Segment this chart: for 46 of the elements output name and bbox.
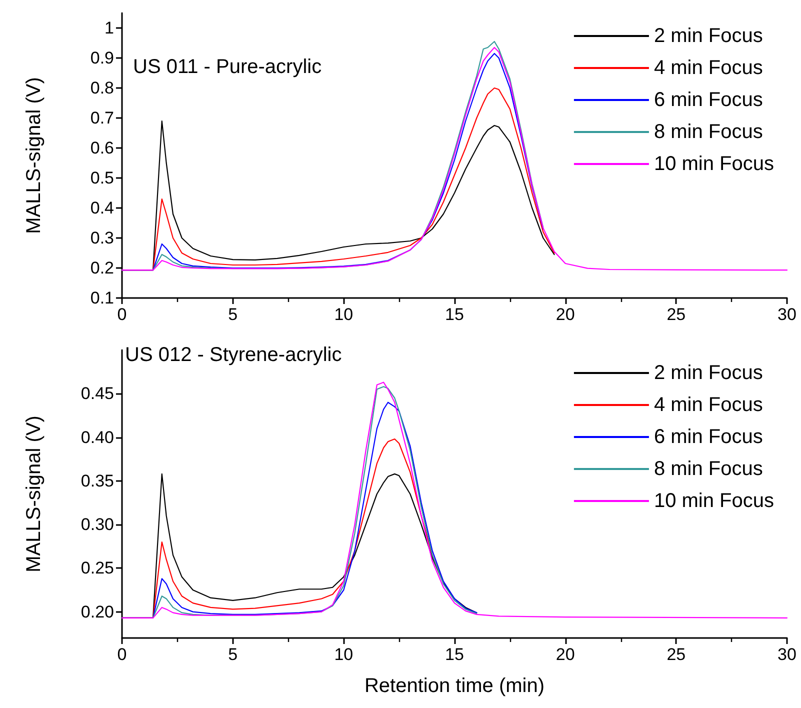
y-tick-label: 1 <box>104 18 114 38</box>
legend-label: 8 min Focus <box>654 458 763 480</box>
line-series <box>121 382 788 618</box>
legend-label: 4 min Focus <box>654 57 763 79</box>
y-tick-label: 0.9 <box>90 48 114 68</box>
y-tick-label: 0.1 <box>90 288 114 308</box>
x-tick-label: 15 <box>445 645 464 664</box>
y-tick-label: 0.5 <box>90 168 114 188</box>
y-tick-label: 0.30 <box>80 515 114 534</box>
chart-title: US 012 - Styrene-acrylic <box>125 344 342 366</box>
legend-label: 10 min Focus <box>654 153 774 175</box>
y-axis-title: MALLS-signal (V) <box>23 416 45 572</box>
y-tick-label: 0.8 <box>90 78 114 98</box>
x-tick-label: 5 <box>228 305 238 324</box>
x-tick-label: 10 <box>334 305 354 324</box>
legend-label: 4 min Focus <box>654 394 763 416</box>
y-tick-label: 0.2 <box>90 258 114 278</box>
y-tick-label: 0.20 <box>80 602 114 622</box>
y-tick-label: 0.7 <box>90 108 114 128</box>
x-tick-label: 10 <box>334 645 354 664</box>
x-axis-title: Retention time (min) <box>364 675 545 697</box>
legend-label: 6 min Focus <box>654 426 763 448</box>
x-tick-label: 20 <box>556 305 575 324</box>
x-tick-label: 20 <box>556 645 575 664</box>
legend-label: 10 min Focus <box>654 490 774 512</box>
y-tick-label: 0.45 <box>80 384 114 404</box>
y-tick-label: 0.3 <box>90 228 114 248</box>
text: US 011 - Pure-acrylic <box>133 56 322 78</box>
y-tick-label: 0.35 <box>80 471 114 490</box>
y-tick-label: 0.4 <box>90 198 114 218</box>
x-tick-label: 25 <box>666 305 686 324</box>
x-tick-label: 0 <box>117 305 127 324</box>
y-tick-label: 0.6 <box>90 138 114 158</box>
x-tick-label: 30 <box>778 645 796 664</box>
y-axis-title: MALLS-signal (V) <box>23 77 45 234</box>
legend-label: 6 min Focus <box>654 89 763 111</box>
legend-label: 2 min Focus <box>654 25 763 47</box>
x-tick-label: 5 <box>228 645 238 664</box>
x-tick-label: 0 <box>117 645 127 664</box>
legend-label: 8 min Focus <box>654 121 763 143</box>
x-tick-label: 25 <box>666 645 686 664</box>
y-tick-label: 0.40 <box>80 428 114 447</box>
y-tick-label: 0.25 <box>80 558 114 578</box>
x-tick-label: 15 <box>445 305 464 324</box>
x-tick-label: 30 <box>778 305 796 324</box>
legend-label: 2 min Focus <box>654 362 763 384</box>
